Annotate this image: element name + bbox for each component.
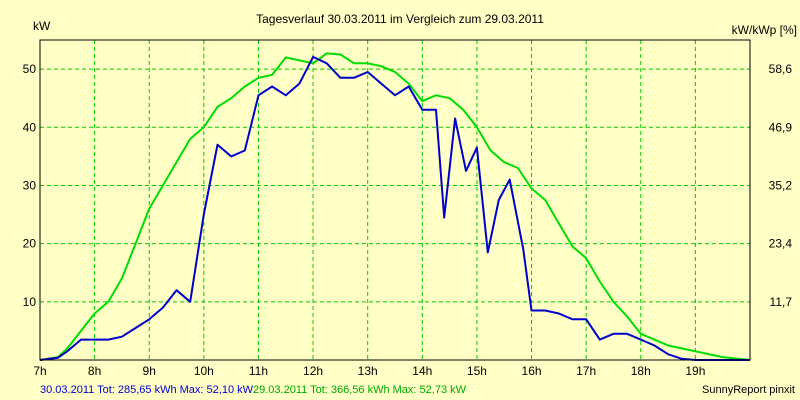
x-tick-label-2: 9h — [143, 364, 156, 378]
x-tick-label-12: 19h — [685, 364, 705, 378]
y-axis-left-ticks: 10 20 30 40 50 — [23, 62, 37, 309]
legend-series-2: 29.03.2011 Tot: 366,56 kWh Max: 52,73 kW — [253, 384, 467, 396]
chart-title: Tagesverlauf 30.03.2011 im Vergleich zum… — [256, 12, 544, 26]
y-right-tick-label-1: 23,4 — [769, 237, 793, 251]
y-left-tick-label-3: 40 — [23, 120, 37, 134]
legend-series-1: 30.03.2011 Tot: 285,65 kWh Max: 52,10 kW — [40, 384, 254, 396]
x-tick-label-9: 16h — [522, 364, 542, 378]
x-tick-label-11: 18h — [631, 364, 651, 378]
y-right-tick-label-0: 11,7 — [770, 295, 793, 309]
credit-text: SunnyReport pinxit — [702, 384, 795, 396]
series-line-1 — [39, 55, 750, 361]
x-tick-label-3: 10h — [194, 364, 214, 378]
x-tick-label-1: 8h — [88, 364, 101, 378]
plot-frame — [39, 39, 751, 361]
y-axis-right-label: kW/kWp [%] — [732, 23, 797, 37]
y-right-tick-label-3: 46,9 — [769, 120, 793, 134]
series-lines — [39, 52, 751, 361]
y-right-tick-label-2: 35,2 — [769, 178, 793, 192]
y-left-tick-label-1: 20 — [23, 237, 37, 251]
x-tick-label-4: 11h — [249, 364, 268, 378]
y-axis-left-label: kW — [33, 19, 51, 33]
x-tick-label-0: 7h — [33, 364, 46, 378]
x-tick-label-5: 12h — [303, 364, 323, 378]
y-left-tick-label-0: 10 — [23, 295, 37, 309]
grid-lines — [40, 40, 750, 360]
y-left-tick-label-4: 50 — [23, 62, 37, 76]
y-axis-right-ticks: 11,7 23,4 35,2 46,9 58,6 — [769, 62, 793, 309]
series-line-2 — [39, 52, 751, 361]
y-right-tick-label-4: 58,6 — [769, 62, 793, 76]
x-tick-label-8: 15h — [467, 364, 487, 378]
x-axis-ticks: 7h 8h 9h 10h 11h 12h 13h 14h 15h 16h 17h 18h 19h — [33, 364, 705, 378]
x-tick-label-6: 13h — [358, 364, 378, 378]
y-left-tick-label-2: 30 — [23, 178, 37, 192]
x-tick-label-10: 17h — [576, 364, 596, 378]
x-tick-label-7: 14h — [412, 364, 432, 378]
